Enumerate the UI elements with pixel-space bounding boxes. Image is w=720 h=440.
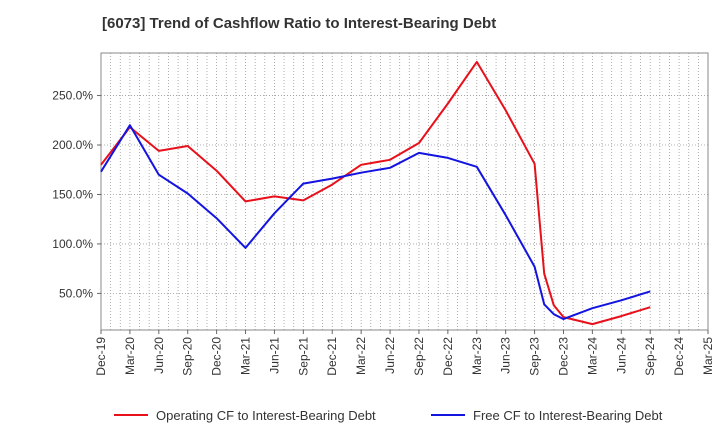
x-tick-label: Dec-24: [672, 337, 686, 376]
legend-label: Free CF to Interest-Bearing Debt: [473, 408, 663, 423]
x-tick-label: Sep-21: [296, 337, 310, 376]
x-tick-label: Sep-23: [528, 337, 542, 376]
grid-layer: [100, 53, 709, 330]
x-tick-label: Jun-21: [267, 337, 281, 374]
x-tick-label: Dec-20: [210, 337, 224, 376]
x-tick-label: Mar-25: [701, 337, 715, 375]
free-cf-series-line: [100, 124, 651, 321]
series-layer: [100, 60, 651, 326]
x-axis: Dec-19 Mar-20 Jun-20 Sep-20 Dec-20 Mar-21 Jun-…: [94, 330, 715, 376]
x-tick-label: Sep-24: [643, 337, 657, 376]
y-tick-label: 100.0%: [52, 237, 93, 251]
plot-frame: [100, 52, 709, 331]
y-tick-label: 50.0%: [59, 286, 93, 300]
x-tick-label: Mar-22: [354, 337, 368, 375]
x-tick-label: Sep-20: [181, 337, 195, 376]
operating-cf-series-line: [100, 60, 651, 326]
legend: Operating CF to Interest-Bearing Debt Fre…: [114, 408, 663, 423]
y-axis: 50.0% 100.0% 150.0% 200.0% 250.0%: [52, 89, 101, 300]
y-tick-label: 250.0%: [52, 89, 93, 103]
x-tick-label: Mar-21: [239, 337, 253, 375]
x-tick-label: Dec-21: [325, 337, 339, 376]
x-tick-label: Dec-22: [441, 337, 455, 376]
x-tick-label: Jun-22: [383, 337, 397, 374]
legend-label: Operating CF to Interest-Bearing Debt: [156, 408, 376, 423]
y-tick-label: 150.0%: [52, 187, 93, 201]
x-tick-label: Mar-24: [585, 337, 599, 375]
x-tick-label: Dec-23: [556, 337, 570, 376]
x-tick-label: Jun-20: [152, 337, 166, 374]
chart-title: [6073] Trend of Cashflow Ratio to Intere…: [102, 15, 497, 32]
x-tick-label: Sep-22: [412, 337, 426, 376]
x-tick-label: Dec-19: [94, 337, 108, 376]
x-tick-label: Mar-23: [470, 337, 484, 375]
x-tick-label: Jun-24: [614, 337, 628, 374]
x-tick-label: Jun-23: [499, 337, 513, 374]
y-tick-label: 200.0%: [52, 138, 93, 152]
x-tick-label: Mar-20: [123, 337, 137, 375]
